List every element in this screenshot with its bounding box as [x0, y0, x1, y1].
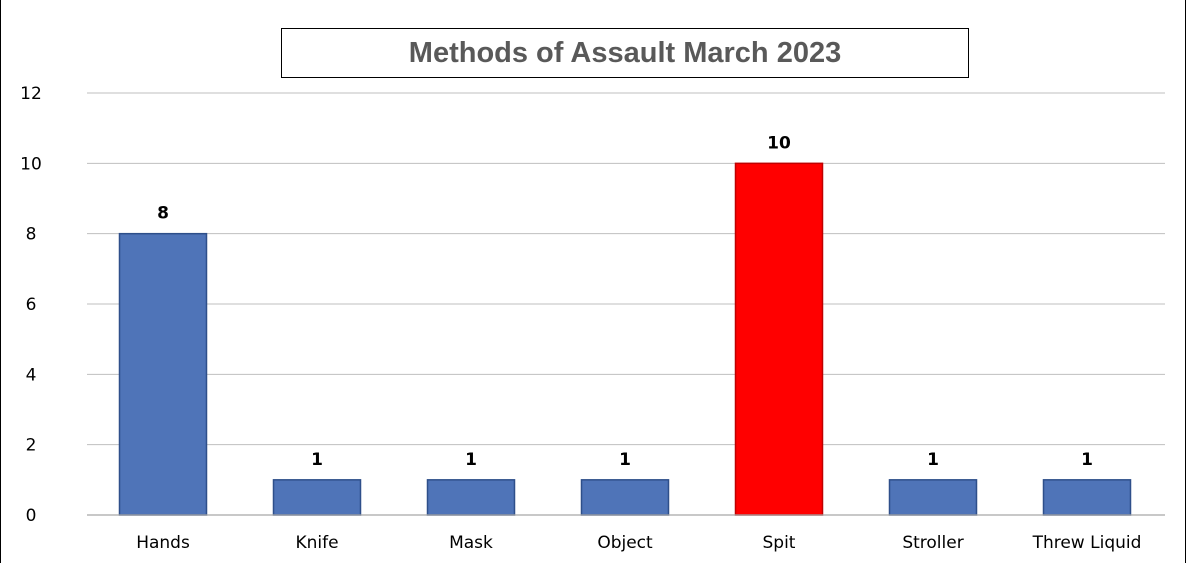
data-label: 1: [927, 450, 939, 470]
y-tick-label: 2: [26, 436, 37, 456]
x-tick-label: Object: [597, 533, 653, 553]
chart-title-box: Methods of Assault March 2023: [281, 28, 969, 78]
data-label: 1: [1081, 450, 1093, 470]
x-axis-tick-labels: Hands Knife Mask Object Spit Stroller Threw Li…: [136, 533, 1141, 553]
gridlines: [87, 92, 1165, 446]
data-label: 1: [619, 450, 631, 470]
data-label: 1: [311, 450, 323, 470]
bar-mask: [426, 479, 516, 516]
data-labels: 8 1 1 1 10 1 1: [157, 133, 1093, 470]
bar-knife: [272, 479, 362, 516]
y-tick-label: 0: [26, 506, 37, 526]
data-label: 10: [767, 133, 791, 153]
bar-hands: [118, 232, 208, 516]
bar-threw-liquid: [1042, 479, 1132, 516]
bars: [118, 162, 1132, 516]
x-tick-label: Mask: [449, 533, 493, 553]
y-tick-label: 8: [26, 225, 37, 245]
data-label: 1: [465, 450, 477, 470]
bar-stroller: [888, 479, 978, 516]
bar-spit: [734, 162, 824, 516]
x-tick-label: Stroller: [902, 533, 963, 553]
bar-object: [580, 479, 670, 516]
y-tick-label: 6: [26, 295, 37, 315]
y-tick-label: 10: [20, 154, 42, 174]
y-tick-label: 4: [26, 365, 37, 385]
y-axis-tick-labels: 0 2 4 6 8 10 12: [20, 84, 42, 526]
x-tick-label: Hands: [136, 533, 190, 553]
x-tick-label: Spit: [763, 533, 796, 553]
x-tick-label: Knife: [295, 533, 338, 553]
data-label: 8: [157, 204, 169, 224]
y-tick-label: 12: [20, 84, 42, 104]
chart-title: Methods of Assault March 2023: [408, 36, 842, 69]
x-tick-label: Threw Liquid: [1032, 533, 1142, 553]
